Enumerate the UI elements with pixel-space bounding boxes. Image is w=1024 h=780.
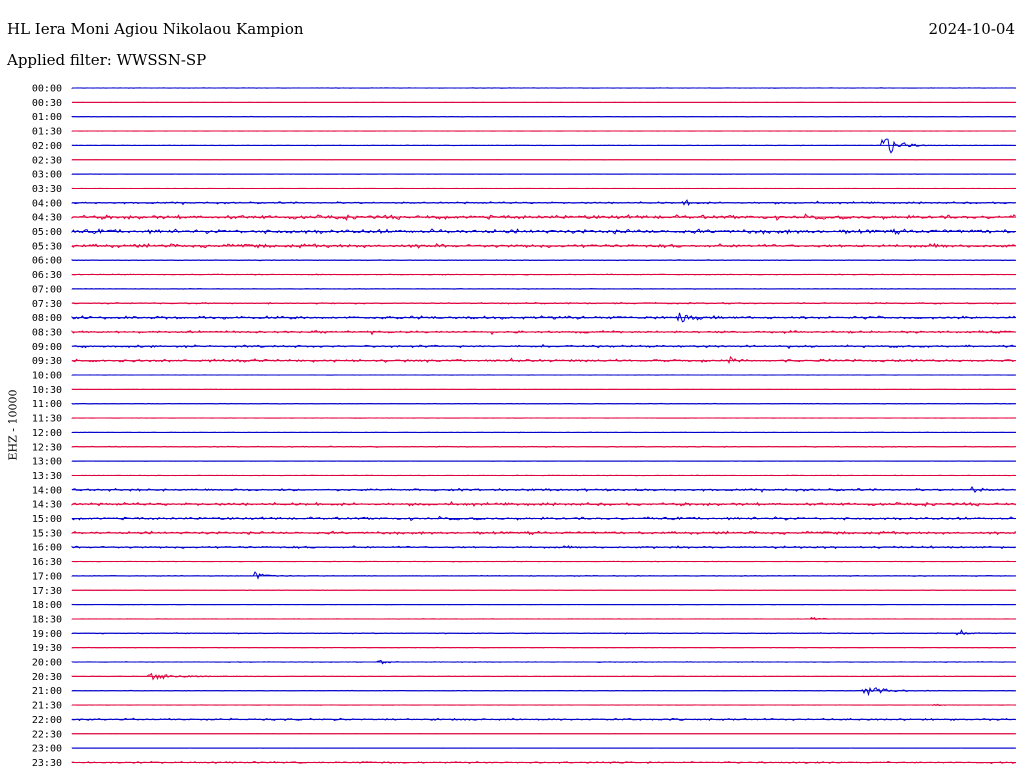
trace-time-label: 00:00 [32, 84, 62, 95]
trace-waveform [71, 628, 1016, 636]
seismic-trace [71, 242, 1016, 249]
trace-time-label: 07:30 [32, 299, 62, 310]
trace-waveform [71, 242, 1016, 249]
trace-time-label: 10:00 [32, 371, 62, 382]
trace-waveform [71, 355, 1016, 365]
trace-time-label: 08:30 [32, 327, 62, 338]
seismic-trace [71, 628, 1016, 636]
trace-time-label: 20:30 [32, 672, 62, 683]
seismic-trace [71, 616, 1016, 621]
trace-time-label: 15:30 [32, 528, 62, 539]
seismic-trace [71, 431, 1016, 434]
trace-time-label: 04:30 [32, 213, 62, 224]
trace-time-label: 09:30 [32, 356, 62, 367]
seismic-trace [71, 213, 1016, 221]
seismic-trace [71, 228, 1016, 235]
filter-label: Applied filter: WWSSN-SP [7, 51, 207, 69]
seismic-trace [71, 138, 1016, 154]
seismic-trace [71, 530, 1016, 536]
trace-time-label: 20:00 [32, 658, 62, 669]
seismic-trace [71, 343, 1016, 350]
seismic-trace [71, 273, 1016, 276]
seismic-trace [71, 761, 1016, 765]
seismic-trace [71, 703, 1016, 707]
trace-time-label: 14:30 [32, 500, 62, 511]
trace-time-label: 17:00 [32, 571, 62, 582]
trace-waveform [71, 213, 1016, 221]
trace-time-label: 10:30 [32, 385, 62, 396]
seismic-trace [71, 672, 1016, 681]
seismic-trace [71, 717, 1016, 722]
seismic-trace [71, 329, 1016, 336]
trace-time-label: 07:00 [32, 284, 62, 295]
trace-time-label: 02:30 [32, 155, 62, 166]
seismic-trace [71, 288, 1016, 290]
trace-time-label: 01:30 [32, 127, 62, 138]
trace-time-label: 21:00 [32, 686, 62, 697]
trace-time-label: 22:00 [32, 715, 62, 726]
trace-time-label: 11:00 [32, 399, 62, 410]
seismic-trace [71, 589, 1016, 592]
trace-time-label: 03:00 [32, 170, 62, 181]
trace-time-label: 05:00 [32, 227, 62, 238]
trace-time-label: 04:00 [32, 198, 62, 209]
trace-time-label: 17:30 [32, 586, 62, 597]
seismic-trace [71, 515, 1016, 522]
trace-time-label: 00:30 [32, 98, 62, 109]
trace-time-label: 21:30 [32, 701, 62, 712]
trace-time-label: 23:00 [32, 744, 62, 755]
seismic-trace [71, 115, 1016, 118]
trace-time-label: 18:30 [32, 614, 62, 625]
seismic-trace [71, 500, 1016, 507]
trace-time-label: 15:00 [32, 514, 62, 525]
trace-waveform [71, 329, 1016, 336]
trace-time-label: 05:30 [32, 241, 62, 252]
trace-time-label: 06:00 [32, 256, 62, 267]
trace-waveform [71, 571, 1016, 580]
seismic-trace [71, 474, 1016, 477]
station-title: HL Iera Moni Agiou Nikolaou Kampion [7, 20, 304, 38]
seismic-trace [71, 686, 1016, 697]
trace-time-label: 16:30 [32, 557, 62, 568]
trace-time-label: 22:30 [32, 729, 62, 740]
seismic-trace [71, 571, 1016, 580]
trace-time-label: 08:00 [32, 313, 62, 324]
seismic-trace [71, 199, 1016, 207]
trace-time-label: 03:30 [32, 184, 62, 195]
trace-time-label: 13:00 [32, 457, 62, 468]
trace-time-label: 18:00 [32, 600, 62, 611]
trace-time-label: 14:00 [32, 485, 62, 496]
seismic-trace [71, 259, 1016, 262]
seismic-trace [71, 646, 1016, 649]
seismic-trace [71, 87, 1016, 89]
seismic-trace [71, 402, 1016, 405]
seismic-trace [71, 355, 1016, 365]
seismic-trace [71, 445, 1016, 448]
trace-time-label: 09:00 [32, 342, 62, 353]
trace-time-label: 16:00 [32, 543, 62, 554]
trace-time-label: 13:30 [32, 471, 62, 482]
trace-time-label: 12:30 [32, 442, 62, 453]
trace-time-label: 23:30 [32, 758, 62, 769]
seismic-trace [71, 312, 1016, 323]
trace-time-label: 02:00 [32, 141, 62, 152]
record-date: 2024-10-04 [928, 20, 1015, 38]
seismic-trace [71, 486, 1016, 494]
trace-time-label: 12:00 [32, 428, 62, 439]
seismic-trace [71, 301, 1016, 305]
trace-time-label: 01:00 [32, 112, 62, 123]
trace-time-label: 11:30 [32, 414, 62, 425]
seismic-trace [71, 560, 1016, 563]
trace-time-label: 06:30 [32, 270, 62, 281]
seismic-trace [71, 659, 1016, 665]
trace-time-label: 19:30 [32, 643, 62, 654]
trace-time-label: 19:00 [32, 629, 62, 640]
seismic-trace [71, 545, 1016, 550]
